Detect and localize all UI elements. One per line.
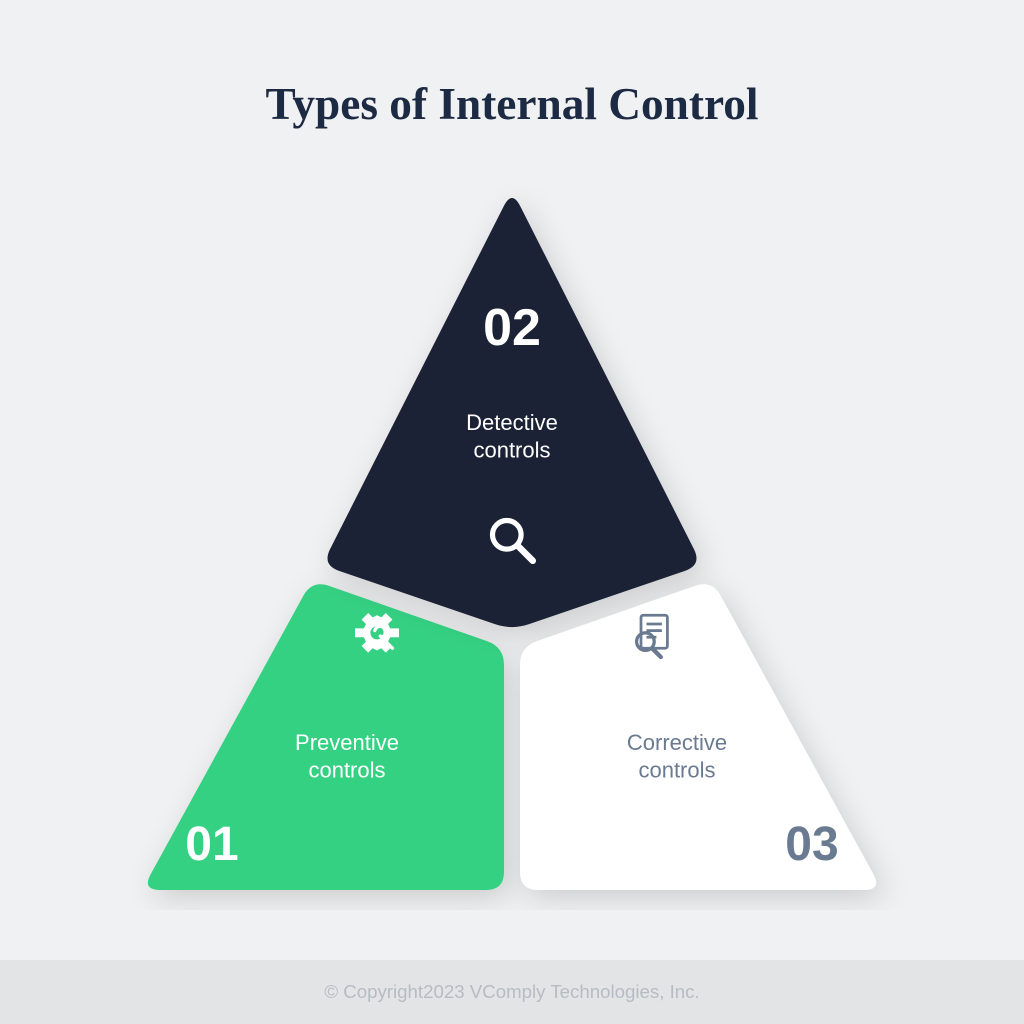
triangle-diagram: 01Preventivecontrols 02Detectivecontrols… — [112, 170, 912, 910]
footer-bar: © Copyright2023 VComply Technologies, In… — [0, 960, 1024, 1024]
segment-number-corrective: 03 — [785, 818, 838, 871]
segment-detective: 02Detectivecontrols — [328, 198, 697, 627]
segment-preventive: 01Preventivecontrols — [148, 584, 504, 890]
segment-number-detective: 02 — [483, 299, 541, 357]
page-title: Types of Internal Control — [0, 78, 1024, 130]
segment-corrective: 03Correctivecontrols — [520, 584, 876, 890]
segment-number-preventive: 01 — [185, 818, 238, 871]
copyright-text: © Copyright2023 VComply Technologies, In… — [324, 981, 699, 1003]
infographic-canvas: Types of Internal Control 01Preventiveco… — [0, 0, 1024, 1024]
